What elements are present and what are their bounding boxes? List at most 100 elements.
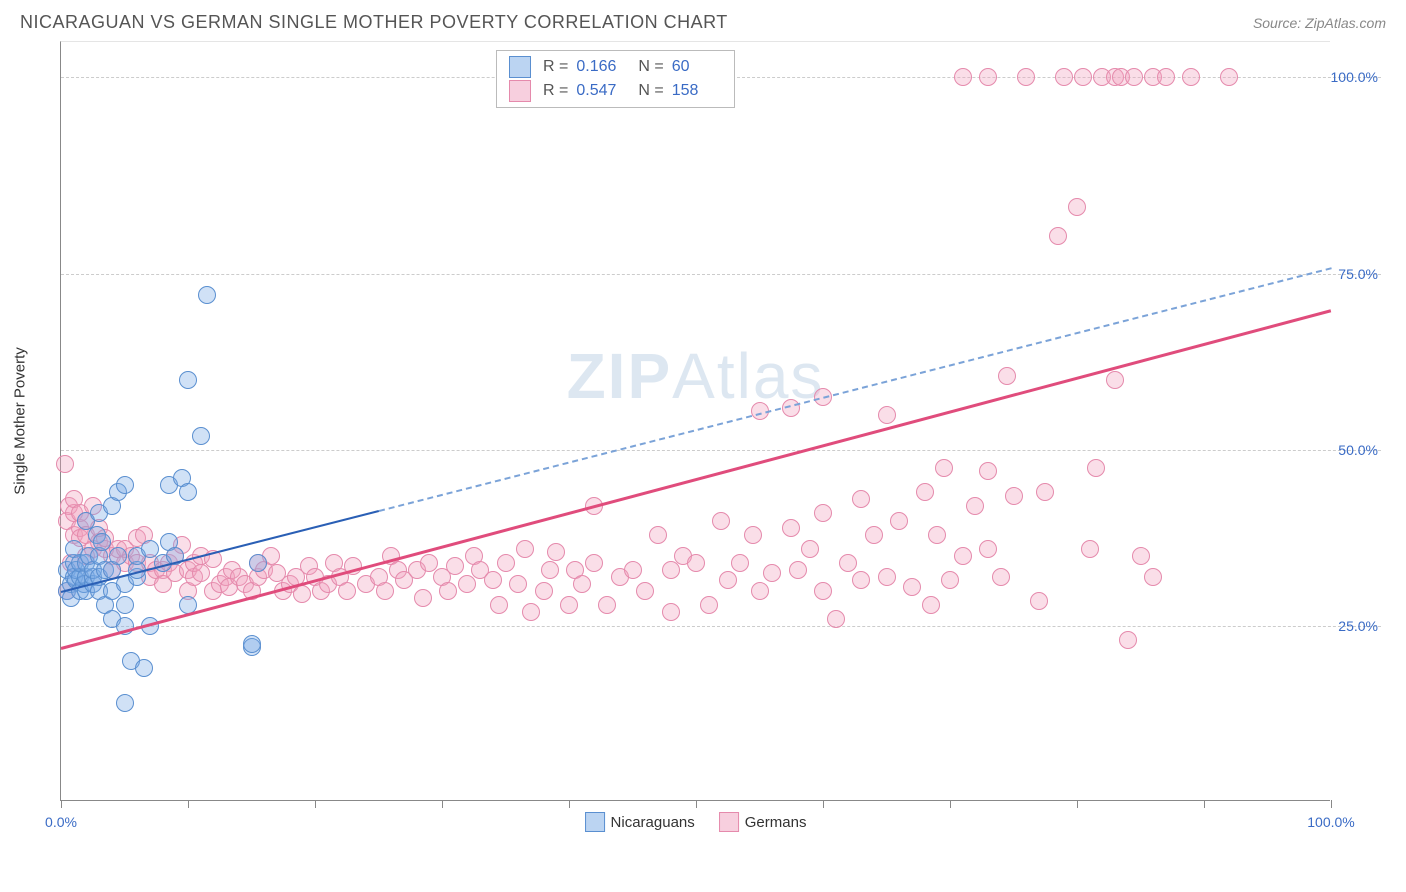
data-point [922,596,940,614]
x-tick [1331,800,1332,808]
data-point [890,512,908,530]
data-point [179,371,197,389]
source-attribution: Source: ZipAtlas.com [1253,15,1386,31]
n-label: N = [638,82,663,100]
data-point [731,554,749,572]
data-point [852,490,870,508]
x-tick-label: 100.0% [1307,814,1354,830]
data-point [763,564,781,582]
data-point [585,554,603,572]
data-point [522,603,540,621]
plot-area: ZIPAtlas R = 0.166 N = 60 R = 0.547 N = … [60,41,1330,801]
data-point [814,582,832,600]
data-point [865,526,883,544]
r-value-nicaraguans: 0.166 [576,58,626,76]
n-label: N = [638,58,663,76]
data-point [979,68,997,86]
n-value-nicaraguans: 60 [672,58,722,76]
data-point [979,540,997,558]
chart-container: ZIPAtlas R = 0.166 N = 60 R = 0.547 N = … [60,41,1380,801]
legend-row-germans: R = 0.547 N = 158 [509,79,722,103]
y-tick-label: 25.0% [1338,618,1378,634]
data-point [243,635,261,653]
legend-item-germans: Germans [719,812,807,832]
data-point [801,540,819,558]
x-tick [442,800,443,808]
legend-stats: R = 0.166 N = 60 R = 0.547 N = 158 [496,50,735,108]
chart-title: NICARAGUAN VS GERMAN SINGLE MOTHER POVER… [20,12,728,33]
data-point [662,561,680,579]
data-point [535,582,553,600]
data-point [116,596,134,614]
n-value-germans: 158 [672,82,722,100]
data-point [827,610,845,628]
x-tick [315,800,316,808]
data-point [1119,631,1137,649]
data-point [497,554,515,572]
data-point [1087,459,1105,477]
data-point [712,512,730,530]
data-point [439,582,457,600]
x-tick [950,800,951,808]
data-point [541,561,559,579]
x-tick [823,800,824,808]
x-tick [569,800,570,808]
regression-line [378,267,1331,512]
data-point [751,582,769,600]
data-point [1005,487,1023,505]
x-tick-label: 0.0% [45,814,77,830]
data-point [954,547,972,565]
x-tick [188,800,189,808]
legend-item-nicaraguans: Nicaraguans [585,812,695,832]
data-point [789,561,807,579]
legend-row-nicaraguans: R = 0.166 N = 60 [509,55,722,79]
x-tick [1077,800,1078,808]
data-point [376,582,394,600]
data-point [636,582,654,600]
data-point [1036,483,1054,501]
y-tick-label: 75.0% [1338,266,1378,282]
data-point [878,568,896,586]
data-point [624,561,642,579]
data-point [1030,592,1048,610]
data-point [414,589,432,607]
swatch-blue-icon [585,812,605,832]
data-point [516,540,534,558]
gridline [61,626,1381,627]
data-point [484,571,502,589]
data-point [509,575,527,593]
data-point [719,571,737,589]
data-point [954,68,972,86]
r-label: R = [543,82,568,100]
data-point [446,557,464,575]
data-point [249,554,267,572]
data-point [782,519,800,537]
data-point [135,659,153,677]
y-tick-label: 100.0% [1331,69,1378,85]
data-point [338,582,356,600]
data-point [116,694,134,712]
r-label: R = [543,58,568,76]
x-tick [61,800,62,808]
data-point [1106,371,1124,389]
data-point [1157,68,1175,86]
data-point [198,286,216,304]
swatch-pink-icon [719,812,739,832]
data-point [109,547,127,565]
data-point [814,504,832,522]
data-point [662,603,680,621]
data-point [116,476,134,494]
x-tick [1204,800,1205,808]
data-point [852,571,870,589]
x-tick [696,800,697,808]
gridline [61,450,1381,451]
data-point [192,427,210,445]
data-point [179,483,197,501]
data-point [1182,68,1200,86]
data-point [1068,198,1086,216]
data-point [56,455,74,473]
data-point [992,568,1010,586]
data-point [903,578,921,596]
data-point [916,483,934,501]
data-point [649,526,667,544]
